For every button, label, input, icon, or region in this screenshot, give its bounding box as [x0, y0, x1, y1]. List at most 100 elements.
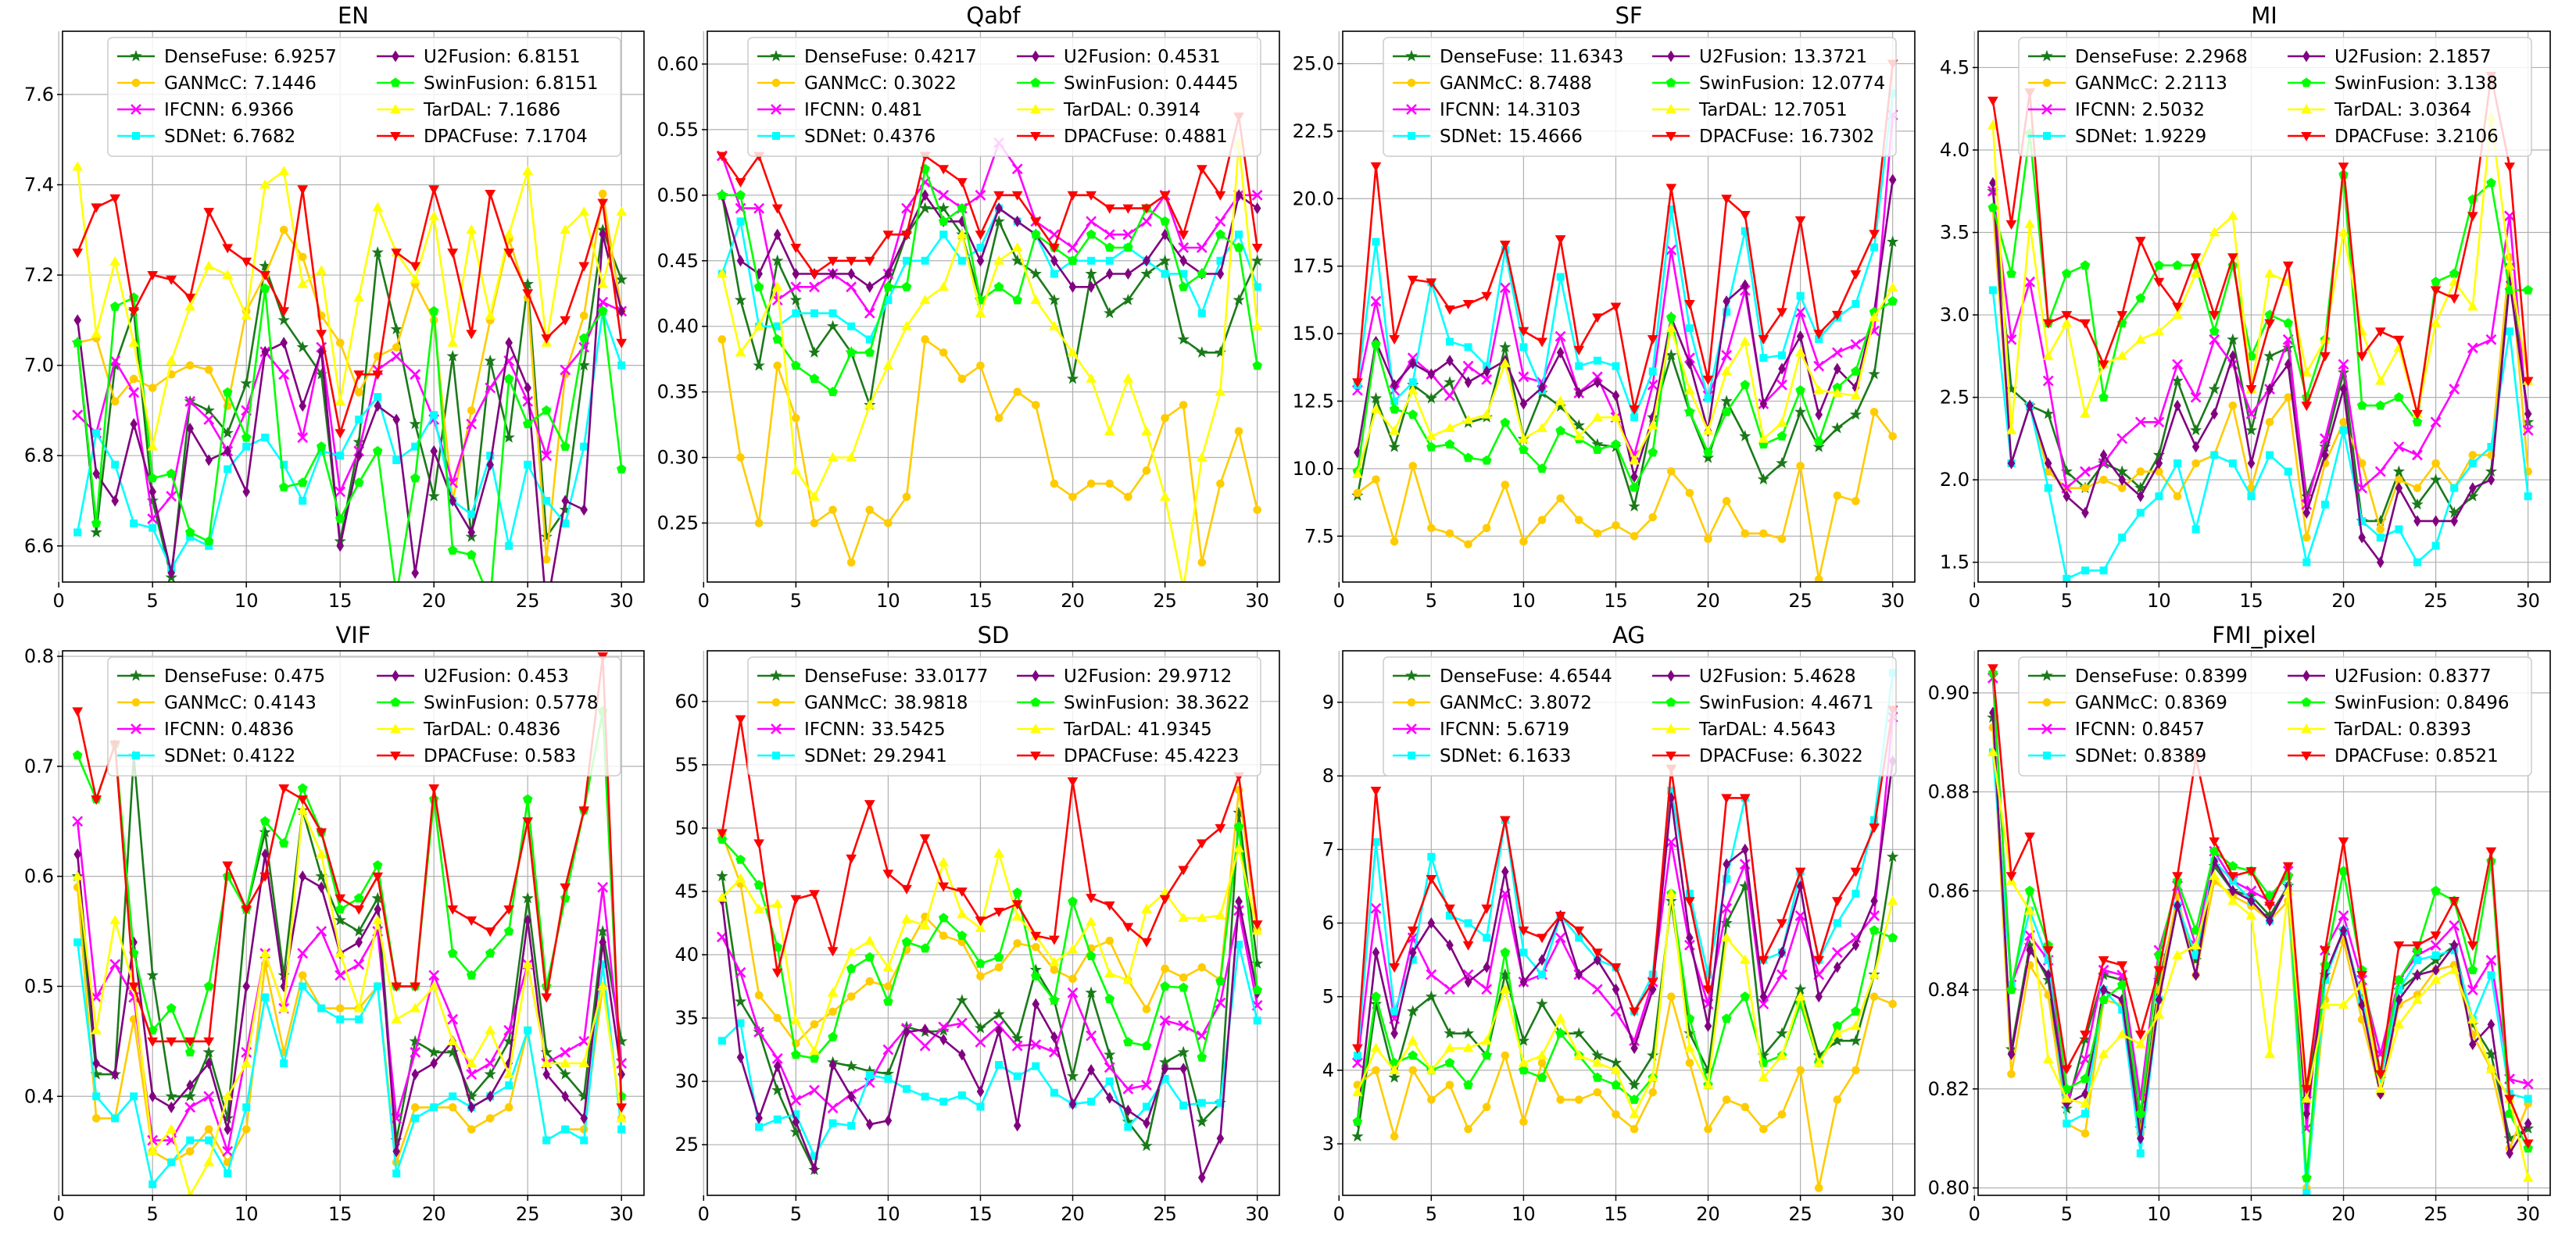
data-point	[485, 310, 496, 320]
data-point	[1178, 912, 1190, 922]
y-tick-label: 2.0	[1940, 469, 1970, 491]
data-point	[2356, 400, 2367, 410]
data-point	[316, 848, 327, 859]
data-point	[1253, 505, 1261, 514]
data-point	[866, 1118, 874, 1130]
data-point	[846, 256, 857, 266]
data-point	[2044, 457, 2052, 470]
series-tardal	[1352, 888, 1898, 1119]
legend-entry: TarDAL: 41.9345	[1017, 720, 1212, 740]
data-point	[1777, 1110, 1787, 1119]
legend-label: SwinFusion: 12.0774	[1699, 73, 1885, 94]
data-point	[1592, 1057, 1603, 1067]
data-point	[1831, 947, 1843, 959]
data-point	[1105, 936, 1114, 945]
data-point	[1629, 482, 1640, 492]
y-tick-label: 55	[674, 754, 699, 776]
data-point	[1702, 425, 1714, 435]
series-line	[721, 141, 1258, 582]
data-point	[1462, 1027, 1475, 1039]
data-point	[1029, 267, 1043, 280]
data-point	[2412, 994, 2423, 1004]
data-point	[993, 281, 1004, 291]
data-point	[1702, 985, 1714, 995]
data-point	[1216, 479, 1225, 488]
data-point	[1987, 746, 1998, 756]
data-point	[1353, 488, 1362, 498]
data-point	[1086, 373, 1097, 383]
data-point	[2449, 384, 2460, 395]
data-point	[1031, 970, 1041, 980]
data-point	[522, 166, 534, 176]
data-point	[203, 260, 215, 270]
data-point	[755, 1123, 764, 1131]
data-point	[317, 881, 325, 894]
legend-label: U2Fusion: 13.3721	[1699, 47, 1867, 67]
data-point	[1684, 300, 1695, 310]
data-point	[1068, 280, 1077, 293]
series-line	[1991, 752, 2529, 1179]
data-point	[1464, 343, 1472, 352]
data-point	[299, 982, 307, 991]
data-point	[1216, 267, 1225, 280]
data-point	[975, 307, 986, 317]
data-point	[485, 948, 496, 958]
data-point	[846, 963, 857, 973]
data-point	[522, 817, 534, 827]
data-point	[2429, 473, 2442, 485]
data-point	[1407, 1035, 1419, 1045]
data-point	[560, 1047, 571, 1058]
data-point	[939, 931, 948, 941]
data-point	[2431, 885, 2441, 895]
data-point	[901, 884, 912, 895]
data-point	[939, 230, 948, 239]
data-point	[224, 465, 232, 473]
data-point	[1665, 245, 1677, 255]
data-point	[2024, 218, 2035, 228]
panel-title: AG	[1612, 622, 1645, 648]
y-tick-label: 0.45	[657, 250, 699, 272]
legend-entry: SwinFusion: 4.4671	[1652, 693, 1874, 713]
data-point	[128, 982, 140, 992]
data-point	[148, 1090, 156, 1102]
data-point	[1610, 1064, 1622, 1074]
legend-label: DenseFuse: 33.0177	[804, 666, 988, 687]
legend-entry: IFCNN: 0.4836	[117, 720, 294, 740]
data-point	[1067, 347, 1079, 357]
data-point	[773, 1013, 782, 1023]
data-point	[2080, 466, 2091, 477]
data-point	[1831, 1027, 1843, 1038]
data-point	[864, 307, 875, 319]
data-point	[2042, 375, 2054, 387]
y-tick-label: 50	[674, 817, 699, 839]
series-swinfusion	[717, 821, 1262, 1063]
data-point	[903, 1026, 911, 1038]
data-point	[790, 895, 802, 905]
data-point	[1464, 919, 1472, 927]
data-point	[1573, 1049, 1585, 1059]
legend-label: SwinFusion: 38.3622	[1064, 693, 1250, 713]
data-point	[736, 453, 745, 462]
y-tick-label: 4	[1322, 1059, 1334, 1081]
data-point	[1426, 1064, 1437, 1074]
data-point	[428, 1045, 440, 1058]
data-point	[166, 1123, 177, 1134]
legend-entry: IFCNN: 5.6719	[1393, 720, 1569, 740]
data-point	[374, 982, 382, 991]
legend-entry: DPACFuse: 3.2106	[2288, 127, 2499, 147]
data-point	[1104, 204, 1115, 214]
data-point	[1868, 367, 1880, 380]
data-point	[2006, 984, 2016, 995]
data-point	[1462, 941, 1474, 951]
data-point	[2005, 872, 2017, 882]
data-point	[109, 255, 121, 266]
data-point	[2393, 441, 2405, 452]
data-point	[865, 977, 875, 986]
data-point	[2007, 457, 2016, 470]
data-point	[2061, 1065, 2073, 1075]
data-point	[884, 982, 893, 991]
data-point	[937, 202, 950, 214]
legend-marker	[1030, 103, 1041, 113]
data-point	[1537, 463, 1547, 473]
legend-label: U2Fusion: 0.4531	[1064, 47, 1221, 67]
